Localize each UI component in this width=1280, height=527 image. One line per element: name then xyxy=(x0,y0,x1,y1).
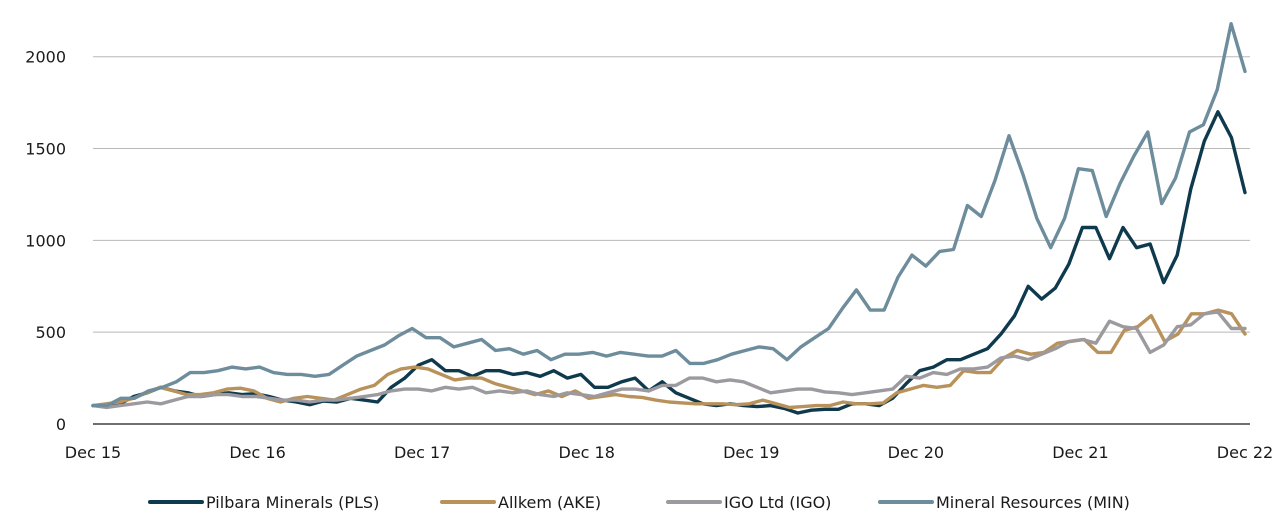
y-tick-label: 0 xyxy=(56,415,66,434)
y-tick-label: 500 xyxy=(35,323,66,342)
y-tick-labels: 0 500 1000 1500 2000 xyxy=(25,48,66,434)
series-line-mineral-resources-min xyxy=(91,22,1247,408)
series-lines xyxy=(91,22,1247,415)
y-tick-label: 1000 xyxy=(25,231,66,250)
legend-label: IGO Ltd (IGO) xyxy=(724,493,831,512)
series-line-igo-ltd-igo xyxy=(91,310,1247,410)
legend-label: Mineral Resources (MIN) xyxy=(936,493,1130,512)
legend: Pilbara Minerals (PLS) Allkem (AKE) IGO Lt… xyxy=(148,493,1130,512)
x-tick-label: Dec 17 xyxy=(394,443,450,462)
x-tick-label: Dec 20 xyxy=(888,443,944,462)
x-tick-label: Dec 16 xyxy=(229,443,285,462)
y-gridlines xyxy=(93,56,1250,333)
legend-label: Allkem (AKE) xyxy=(498,493,601,512)
y-tick-label: 1500 xyxy=(25,140,66,159)
x-tick-label: Dec 21 xyxy=(1052,443,1108,462)
x-tick-label: Dec 19 xyxy=(723,443,779,462)
y-tick-label: 2000 xyxy=(25,48,66,67)
series-line-allkem-ake xyxy=(91,308,1247,410)
x-tick-label: Dec 15 xyxy=(65,443,121,462)
x-tick-label: Dec 18 xyxy=(559,443,615,462)
x-tick-label: Dec 22 xyxy=(1217,443,1273,462)
legend-label: Pilbara Minerals (PLS) xyxy=(206,493,379,512)
x-tick-labels: Dec 15 Dec 16 Dec 17 Dec 18 Dec 19 Dec 20 Dec … xyxy=(65,443,1273,462)
